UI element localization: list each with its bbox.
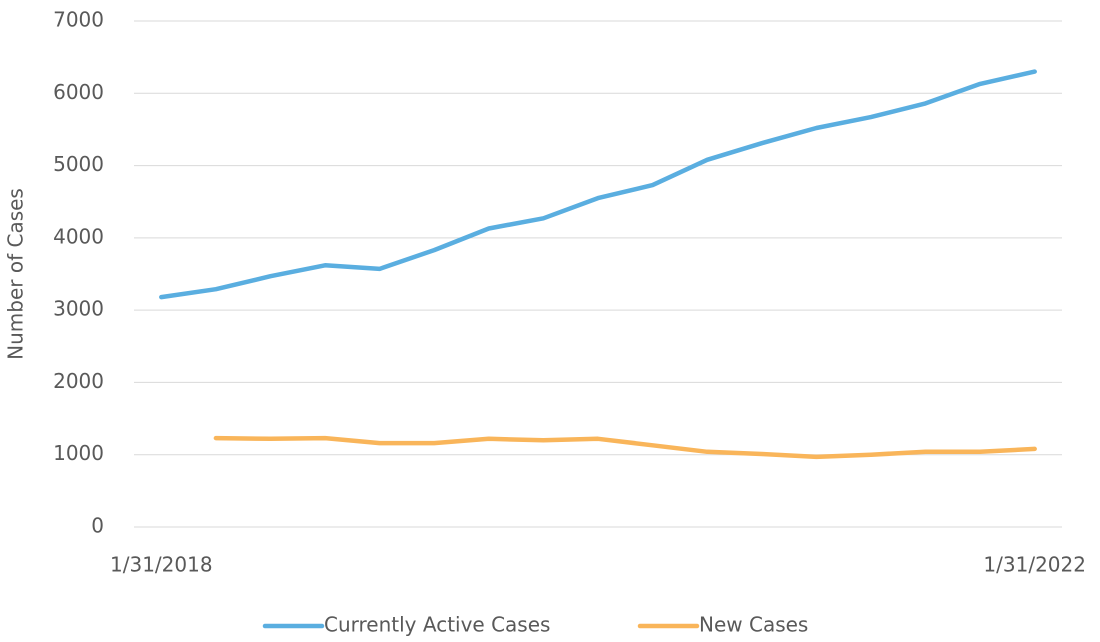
series-line: [159, 69, 1037, 300]
x-tick-label: 1/31/2022: [983, 553, 1086, 577]
legend-label: Currently Active Cases: [324, 613, 550, 637]
y-tick-label: 5000: [53, 152, 104, 176]
y-tick-label: 4000: [53, 224, 104, 248]
y-tick-label: 0: [91, 514, 104, 538]
y-tick-label: 6000: [53, 80, 104, 104]
legend-label: New Cases: [699, 613, 808, 637]
x-tick-label: 1/31/2018: [110, 553, 213, 577]
y-tick-label: 2000: [53, 369, 104, 393]
y-tick-label: 7000: [53, 8, 104, 32]
y-tick-label: 3000: [53, 297, 104, 321]
series-line: [213, 435, 1037, 460]
y-tick-label: 1000: [53, 441, 104, 465]
y-axis-label: Number of Cases: [4, 188, 28, 360]
